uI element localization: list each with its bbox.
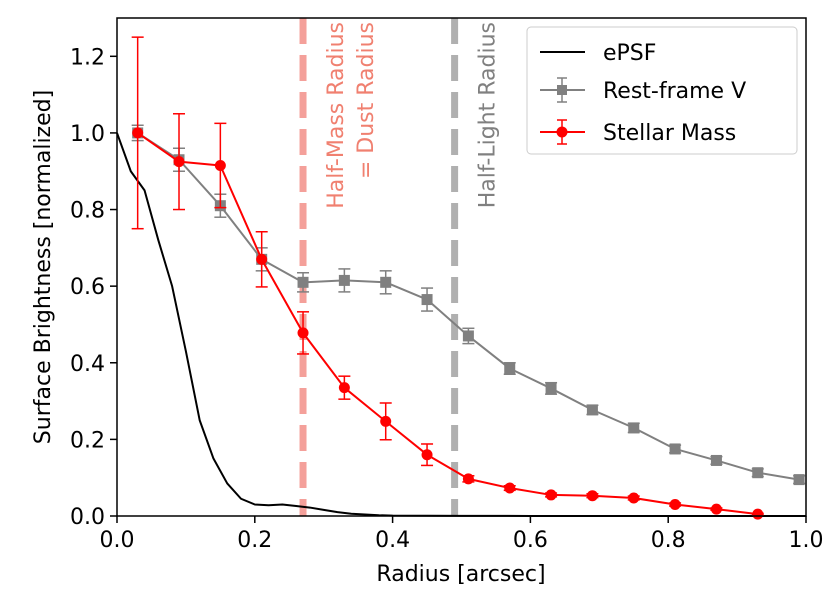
legend: ePSF Rest-frame V Stellar Mass — [526, 26, 798, 155]
x-axis-label: Radius [arcsec] — [376, 562, 545, 587]
point-2-5 — [338, 382, 350, 394]
point-1-13 — [669, 443, 681, 455]
point-2-14 — [710, 503, 722, 515]
legend-label-stellar: Stellar Mass — [603, 121, 736, 146]
point-1-15 — [752, 467, 764, 479]
point-2-6 — [380, 415, 392, 427]
x-tick-label-2: 0.4 — [375, 528, 410, 553]
point-1-16 — [793, 474, 805, 486]
point-2-10 — [545, 489, 557, 501]
point-2-4 — [297, 327, 309, 339]
y-tick-label-1: 0.2 — [70, 428, 105, 453]
vline-label-0-0: Half-Mass Radius — [324, 22, 349, 209]
point-2-2 — [214, 159, 226, 171]
x-tick-label-1: 0.2 — [237, 528, 272, 553]
point-2-9 — [504, 482, 516, 494]
point-1-12 — [628, 422, 640, 434]
point-1-6 — [380, 276, 392, 288]
y-tick-label-2: 0.4 — [70, 352, 105, 377]
ticks-layer: 0.0 0.2 0.4 0.6 0.8 1.0 0.0 0.2 0.4 0.6 0.8 1.0 1.2 — [70, 45, 824, 553]
y-tick-label-4: 0.8 — [70, 199, 105, 224]
point-1-10 — [545, 382, 557, 394]
point-2-11 — [586, 490, 598, 502]
vlines-layer: Half-Mass Radius = Dust Radius Half-Light … — [299, 18, 501, 516]
y-tick-label-0: 0.0 — [70, 505, 105, 530]
point-2-1 — [173, 156, 185, 168]
series-line-1 — [137, 132, 800, 481]
series-2 — [131, 36, 764, 520]
legend-label-restframe: Rest-frame V — [603, 79, 746, 104]
point-1-7 — [421, 294, 433, 306]
point-2-7 — [421, 449, 433, 461]
x-tick-label-5: 1.0 — [789, 528, 824, 553]
y-tick-label-6: 1.2 — [70, 45, 105, 70]
point-2-13 — [669, 499, 681, 511]
point-1-14 — [710, 454, 722, 466]
point-1-5 — [338, 274, 350, 286]
y-axis-label: Surface Brightness [normalized] — [31, 90, 56, 444]
y-tick-label-3: 0.6 — [70, 275, 105, 300]
x-tick-label-0: 0.0 — [100, 528, 135, 553]
vline-label-1-0: Half-Light Radius — [476, 22, 501, 208]
x-tick-label-4: 0.8 — [651, 528, 686, 553]
point-2-3 — [256, 253, 268, 265]
legend-marker-restframe — [557, 85, 567, 95]
x-tick-label-3: 0.6 — [513, 528, 548, 553]
point-1-4 — [297, 276, 309, 288]
legend-box — [526, 26, 798, 155]
point-2-12 — [628, 492, 640, 504]
point-2-8 — [462, 473, 474, 485]
point-1-11 — [586, 404, 598, 416]
point-2-0 — [132, 127, 144, 139]
y-tick-label-5: 1.0 — [70, 122, 105, 147]
point-1-9 — [504, 363, 516, 375]
legend-marker-stellar — [556, 126, 568, 138]
point-1-8 — [462, 330, 474, 342]
series-1 — [131, 124, 806, 486]
series-line-2 — [137, 132, 758, 516]
legend-label-epsf: ePSF — [603, 41, 656, 66]
point-2-15 — [752, 508, 764, 520]
vline-label-0-1: = Dust Radius — [354, 22, 379, 179]
plot-frame — [116, 17, 807, 517]
